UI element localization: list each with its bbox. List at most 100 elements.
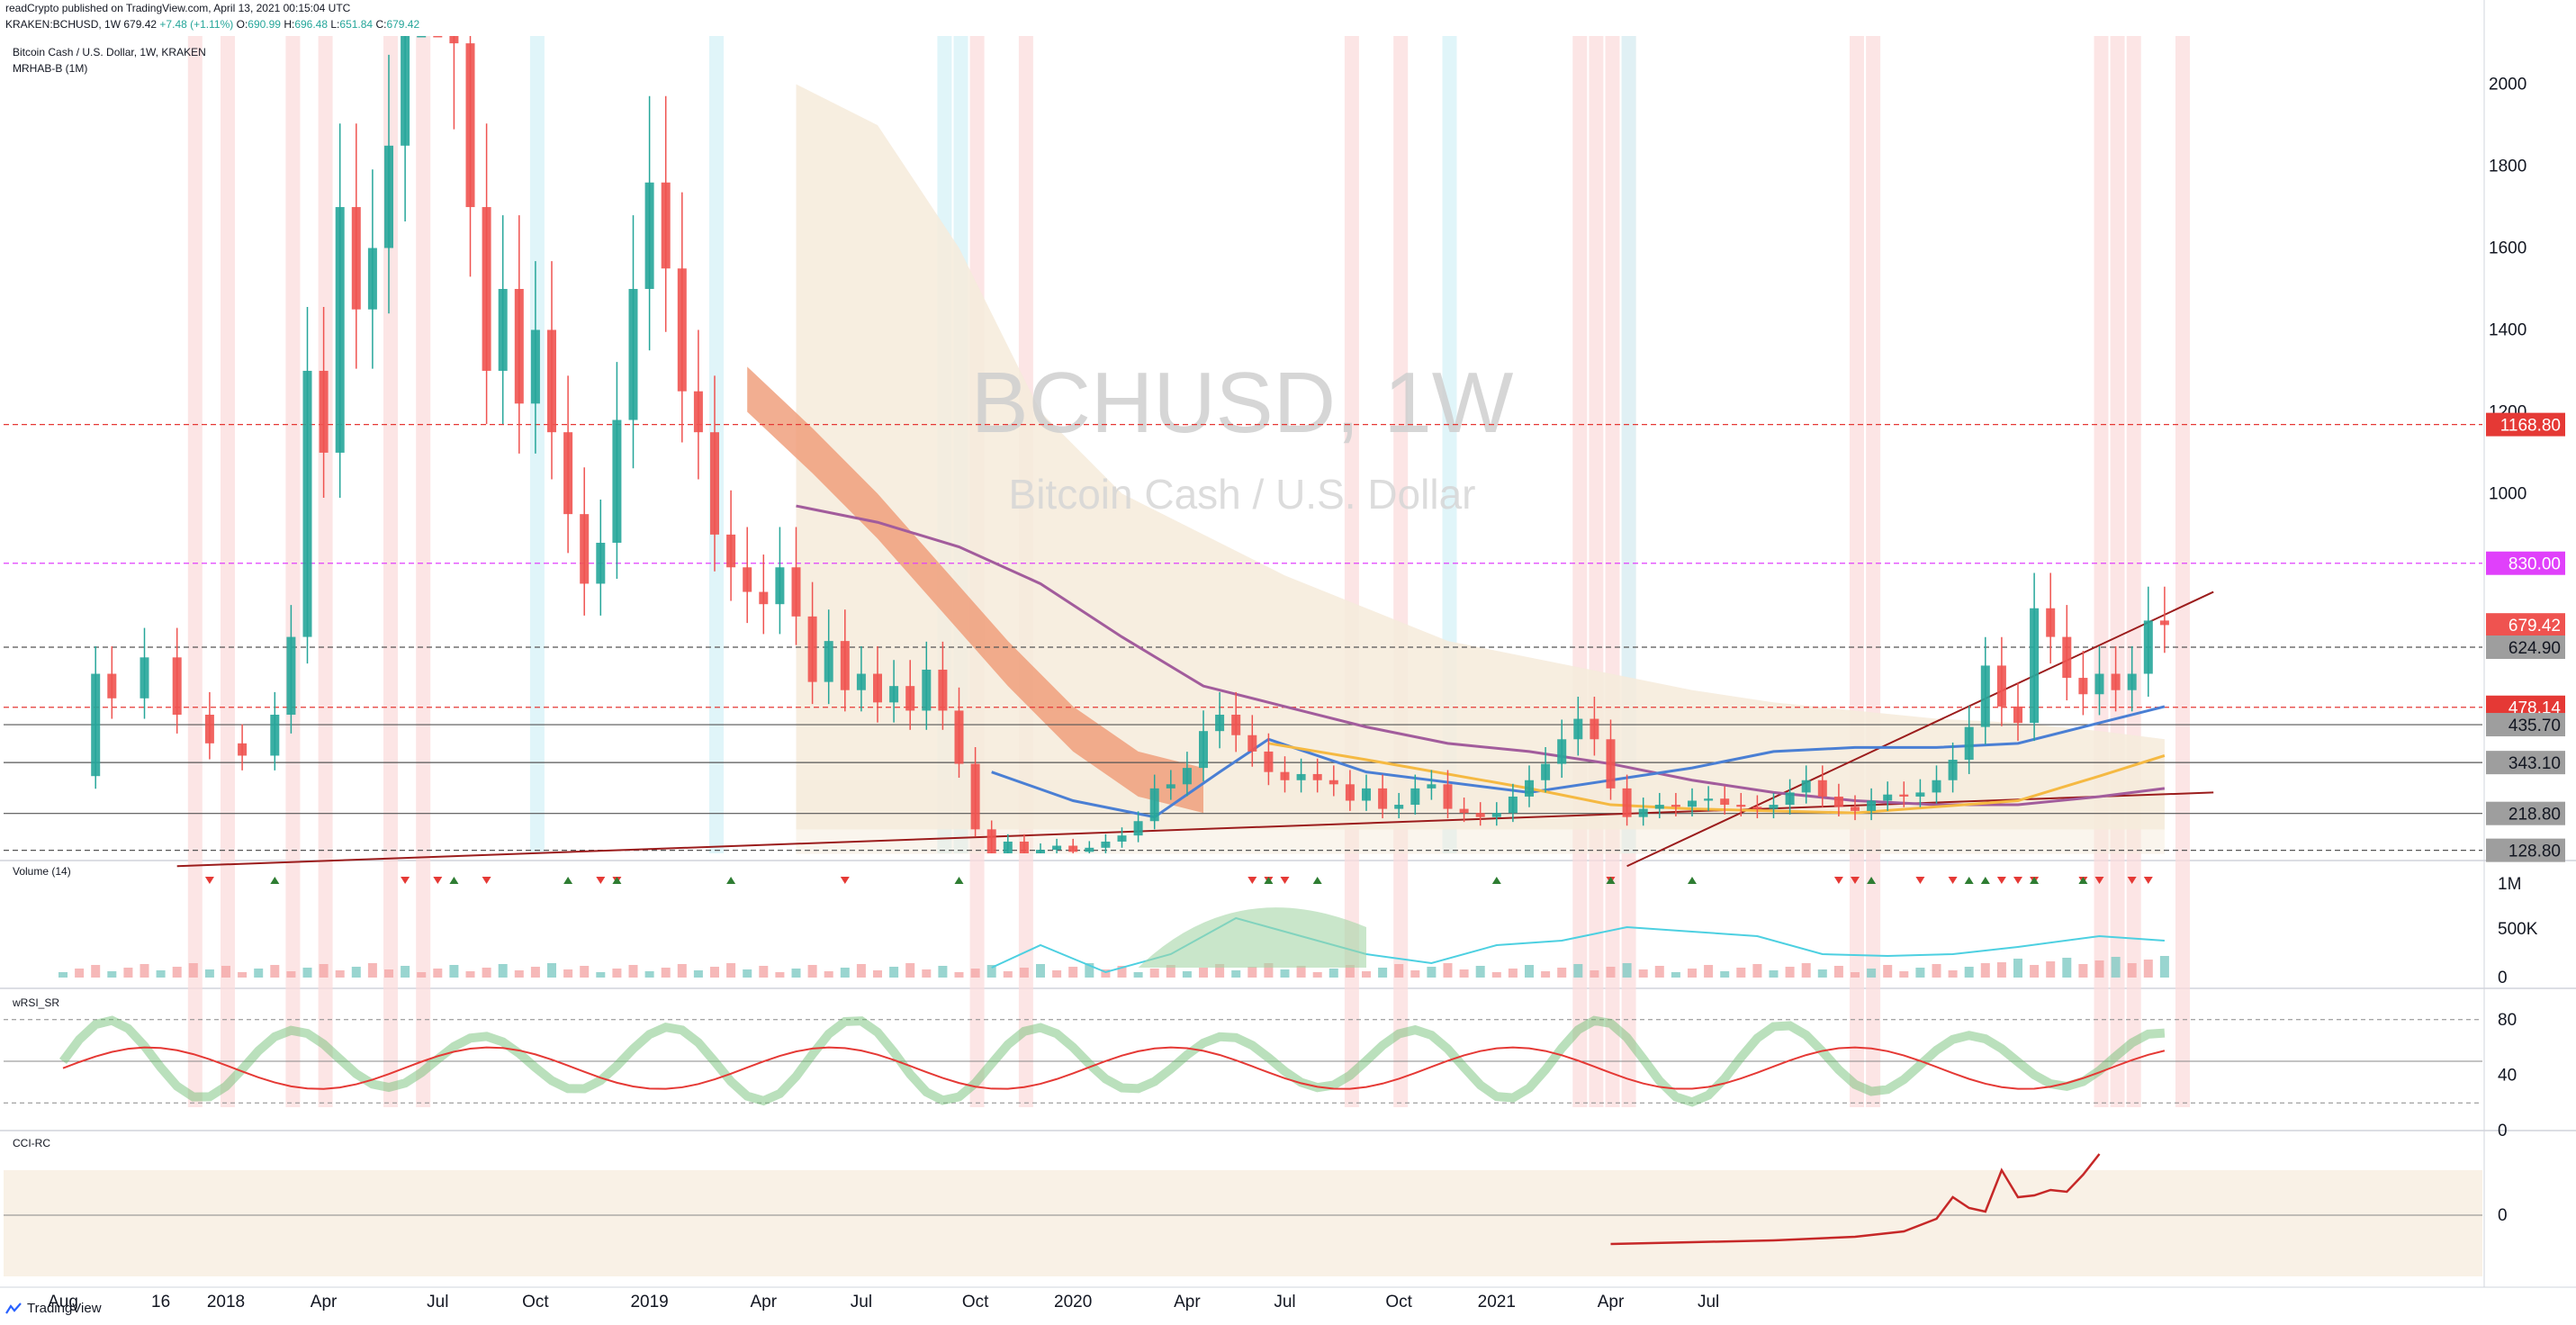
volume-bar: [319, 964, 329, 978]
sell-signal-marker: [840, 877, 850, 884]
candle-body: [1867, 800, 1877, 811]
volume-bar: [938, 966, 948, 978]
candle-body: [1769, 805, 1779, 809]
footer-brand[interactable]: TradingView: [5, 1301, 102, 1316]
volume-bar: [710, 967, 719, 978]
price-label-box: [2486, 412, 2565, 437]
volume-bar: [1752, 964, 1762, 978]
candle-body: [91, 673, 101, 777]
volume-bar: [2013, 959, 2022, 978]
candle-body: [1410, 788, 1420, 806]
high-value: 696.48: [294, 18, 329, 31]
candle-body: [2143, 620, 2153, 674]
candle-body: [2046, 608, 2056, 637]
volume-bar: [188, 963, 198, 978]
candle-body: [726, 534, 736, 568]
candle-body: [401, 36, 410, 146]
price-label-box: [2486, 613, 2565, 637]
candle-body: [1736, 805, 1746, 807]
candle-body: [938, 669, 948, 711]
volume-bar: [1231, 970, 1241, 978]
volume-bar: [1215, 964, 1225, 978]
volume-bar: [1443, 963, 1453, 978]
candle-body: [1149, 788, 1159, 822]
candle-body: [1817, 780, 1827, 797]
candle-body: [204, 714, 214, 744]
volume-bar: [335, 970, 345, 978]
candle-body: [677, 268, 687, 392]
volume-bar: [1899, 971, 1909, 978]
sell-signal-marker: [2094, 877, 2104, 884]
price-label: 1168.80: [2500, 417, 2561, 436]
candle-body: [2030, 608, 2040, 724]
volume-bar: [1720, 971, 1730, 978]
time-axis-tick: Apr: [751, 1293, 778, 1311]
sell-signal-marker: [1948, 877, 1958, 884]
volume-bar: [401, 966, 410, 978]
volume-bar: [286, 971, 296, 978]
candle-body: [417, 36, 427, 38]
price-axis-tick: 1600: [2489, 239, 2526, 258]
low-value: 651.84: [339, 18, 374, 31]
candle-body: [1964, 726, 1974, 761]
candle-body: [286, 636, 296, 715]
candle-body: [563, 432, 573, 515]
candle-body: [465, 43, 475, 208]
candle-body: [1491, 813, 1501, 817]
volume-bar: [775, 972, 785, 978]
volume-bar: [1052, 970, 1062, 978]
time-axis-tick: Jul: [1274, 1293, 1295, 1311]
candle-body: [1459, 808, 1469, 814]
buy-signal-marker: [1491, 877, 1501, 884]
volume-bar: [449, 965, 459, 978]
wrsi-axis-tick: 40: [2498, 1066, 2517, 1085]
volume-bar: [1817, 969, 1827, 978]
volume-bar: [1182, 971, 1192, 978]
volume-bar: [1394, 964, 1404, 978]
volume-bar: [743, 969, 752, 978]
candle-body: [922, 669, 932, 711]
candle-body: [1851, 807, 1860, 811]
volume-bar: [140, 964, 149, 978]
volume-bar: [1867, 969, 1877, 978]
volume-bar: [1573, 964, 1583, 978]
volume-bar: [2127, 963, 2137, 978]
volume-cloud-green: [1138, 907, 1366, 968]
volume-bar: [873, 970, 882, 978]
volume-bar: [1704, 965, 1714, 978]
sell-signal-marker: [1280, 877, 1290, 884]
buy-signal-marker: [563, 877, 573, 884]
candle-body: [954, 710, 964, 764]
sell-signal-marker: [482, 877, 491, 884]
candle-body: [107, 673, 117, 699]
watermark-name: Bitcoin Cash / U.S. Dollar: [1009, 471, 1476, 518]
low-label: L:: [330, 18, 340, 31]
price-label-box: [2486, 713, 2565, 737]
volume-bar: [889, 967, 899, 978]
cci-band: [4, 1170, 2482, 1276]
volume-bar: [1736, 968, 1746, 978]
volume-bar: [2078, 964, 2088, 978]
buy-signal-marker: [954, 877, 964, 884]
price-panel-title: Bitcoin Cash / U.S. Dollar, 1W, KRAKEN: [13, 46, 206, 59]
volume-bar: [123, 968, 133, 978]
signal-bar-cyan: [529, 36, 545, 853]
sell-signal-marker: [433, 877, 443, 884]
price-label: 679.42: [2508, 617, 2561, 635]
candle-body: [693, 391, 703, 433]
candle-body: [351, 207, 361, 310]
price-label: 218.80: [2508, 806, 2561, 825]
cci-panel-title: CCI-RC: [13, 1137, 50, 1149]
volume-bar: [1117, 966, 1127, 978]
candle-body: [1606, 739, 1616, 789]
volume-bar: [1590, 970, 1599, 978]
close-value: 679.42: [386, 18, 420, 31]
volume-bar: [172, 967, 182, 978]
buy-signal-marker: [1980, 877, 1990, 884]
candle-body: [270, 714, 280, 756]
candle-body: [596, 542, 606, 584]
candle-body: [1296, 773, 1306, 780]
buy-signal-marker: [2078, 877, 2088, 884]
time-axis-tick: Aug: [48, 1293, 78, 1311]
